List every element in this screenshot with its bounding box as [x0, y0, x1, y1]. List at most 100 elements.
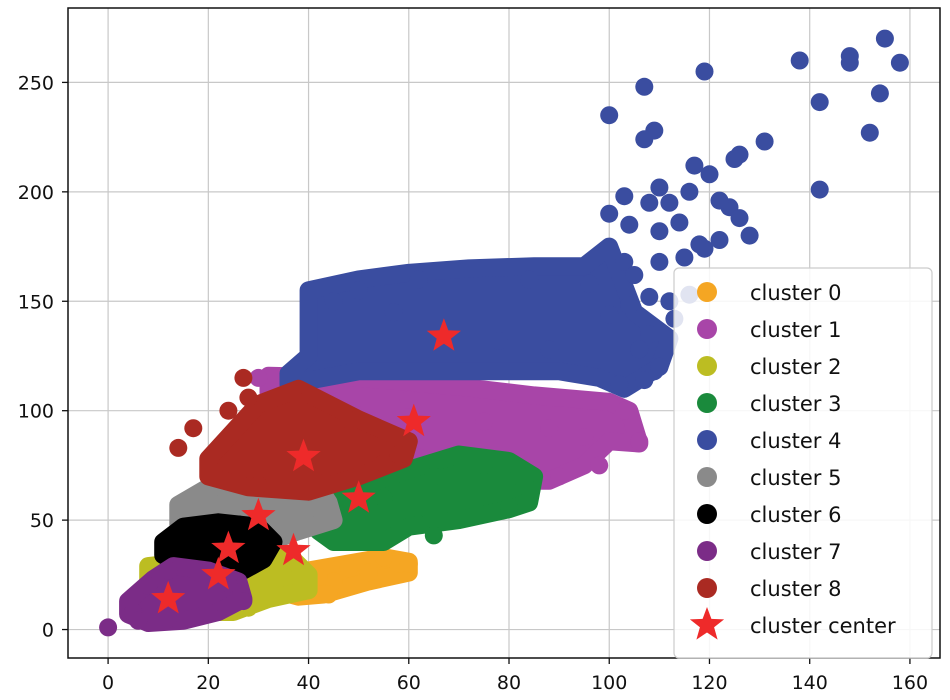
cluster-center-marker — [396, 403, 431, 437]
cluster-5-point — [174, 500, 193, 519]
cluster-4-point — [680, 182, 699, 201]
y-tick-label: 150 — [18, 291, 54, 313]
cluster-4-point — [685, 156, 704, 175]
cluster-4-point — [870, 84, 889, 103]
cluster-4-point — [600, 106, 619, 125]
legend-box — [673, 267, 933, 659]
cluster-4-point — [670, 213, 689, 232]
legend-label: cluster 1 — [750, 318, 841, 342]
cluster-3-point — [475, 456, 493, 475]
cluster-7-point — [189, 563, 208, 582]
legend-label: cluster 8 — [750, 577, 841, 601]
cluster-0-point — [319, 585, 338, 604]
cluster-4-point — [725, 150, 744, 168]
cluster-8-point — [339, 410, 358, 429]
cluster-8-point — [389, 445, 408, 464]
x-tick-label: 100 — [591, 672, 627, 694]
legend-label: cluster 6 — [750, 503, 841, 527]
x-tick-label: 60 — [397, 672, 421, 694]
cluster-4-point — [710, 191, 729, 210]
y-tick-label: 250 — [18, 72, 54, 94]
cluster-4-point — [695, 239, 714, 258]
cluster-4-point — [700, 165, 719, 184]
y-tick-label: 100 — [18, 401, 54, 423]
cluster-4-point — [600, 305, 619, 324]
cluster-0-point — [339, 559, 358, 578]
cluster-4-point — [790, 51, 809, 70]
cluster-4-point — [810, 93, 829, 112]
plot-frame — [67, 7, 941, 659]
legend-marker — [697, 504, 717, 524]
cluster-8-point — [374, 454, 393, 473]
cluster-4-point — [620, 215, 639, 234]
cluster-1-point — [475, 412, 493, 431]
cluster-1-point — [550, 467, 569, 486]
cluster-5-point — [199, 484, 218, 503]
cluster-4-point — [640, 287, 659, 306]
x-tick-label: 80 — [497, 672, 521, 694]
cluster-4-point — [640, 325, 659, 344]
legend-star-marker — [689, 607, 725, 640]
cluster-3-point — [500, 498, 518, 516]
cluster-7-point — [234, 592, 253, 611]
x-tick-label: 160 — [892, 672, 928, 694]
cluster-5-point — [299, 515, 318, 534]
cluster-0-point — [374, 548, 393, 567]
cluster-4-point — [349, 281, 368, 300]
legend-marker — [697, 430, 717, 450]
legend-marker — [697, 319, 717, 339]
legend-label: cluster center — [750, 614, 896, 638]
cluster-4-point — [620, 296, 639, 315]
cluster-4-point — [635, 371, 654, 390]
cluster-3-point — [409, 515, 428, 534]
cluster-center-marker — [241, 497, 276, 531]
cluster-4-point — [730, 209, 749, 228]
cluster-1-point — [249, 368, 268, 387]
y-tick-label: 50 — [30, 510, 54, 532]
series-cluster-3 — [299, 445, 544, 551]
cluster-4-point — [640, 193, 659, 212]
cluster-4-point — [615, 187, 634, 206]
cluster-6-point — [199, 537, 218, 556]
cluster-4-point — [875, 29, 894, 48]
cluster-center-marker — [276, 532, 311, 566]
cluster-4-point — [650, 357, 669, 376]
cluster-4-point — [615, 252, 634, 271]
cluster-4-point — [540, 340, 559, 359]
cluster-4-point — [635, 77, 654, 96]
legend-marker — [697, 578, 717, 598]
cluster-8-point — [184, 419, 203, 438]
cluster-1-point — [615, 401, 634, 420]
cluster-8-point — [219, 401, 238, 420]
cluster-3-point — [520, 480, 539, 499]
cluster-8-point — [169, 438, 188, 457]
cluster-4-point — [650, 178, 669, 197]
cluster-3-point — [424, 467, 443, 486]
legend-marker — [697, 356, 717, 376]
cluster-center-marker — [211, 530, 246, 564]
cluster-8-point — [289, 392, 308, 411]
legend-label: cluster 7 — [750, 540, 841, 564]
cluster-4-point — [695, 62, 714, 81]
x-tick-label: 20 — [196, 672, 220, 694]
cluster-3-point — [510, 467, 528, 486]
cluster-1-point — [399, 390, 418, 409]
cluster-4-point — [755, 132, 774, 151]
y-tick-label: 0 — [42, 620, 54, 642]
y-tick-label: 200 — [18, 182, 54, 204]
legend-marker — [697, 541, 717, 561]
cluster-1-point — [590, 456, 609, 475]
cluster-7-point — [129, 611, 148, 630]
cluster-7-point — [139, 576, 158, 595]
legend-label: cluster 2 — [750, 355, 841, 379]
cluster-4-point — [324, 292, 343, 311]
cluster-1-point — [540, 419, 559, 438]
cluster-4-point — [710, 231, 729, 249]
cluster-3-point — [389, 522, 408, 541]
cluster-4-point — [810, 180, 829, 199]
axes: 0 20 40 60 80 100 120 140 160 0 50 100 150 200 250 — [18, 7, 941, 694]
cluster-center-marker — [151, 580, 186, 614]
cluster-center-marker — [286, 438, 321, 472]
cluster-4-point — [890, 53, 909, 72]
